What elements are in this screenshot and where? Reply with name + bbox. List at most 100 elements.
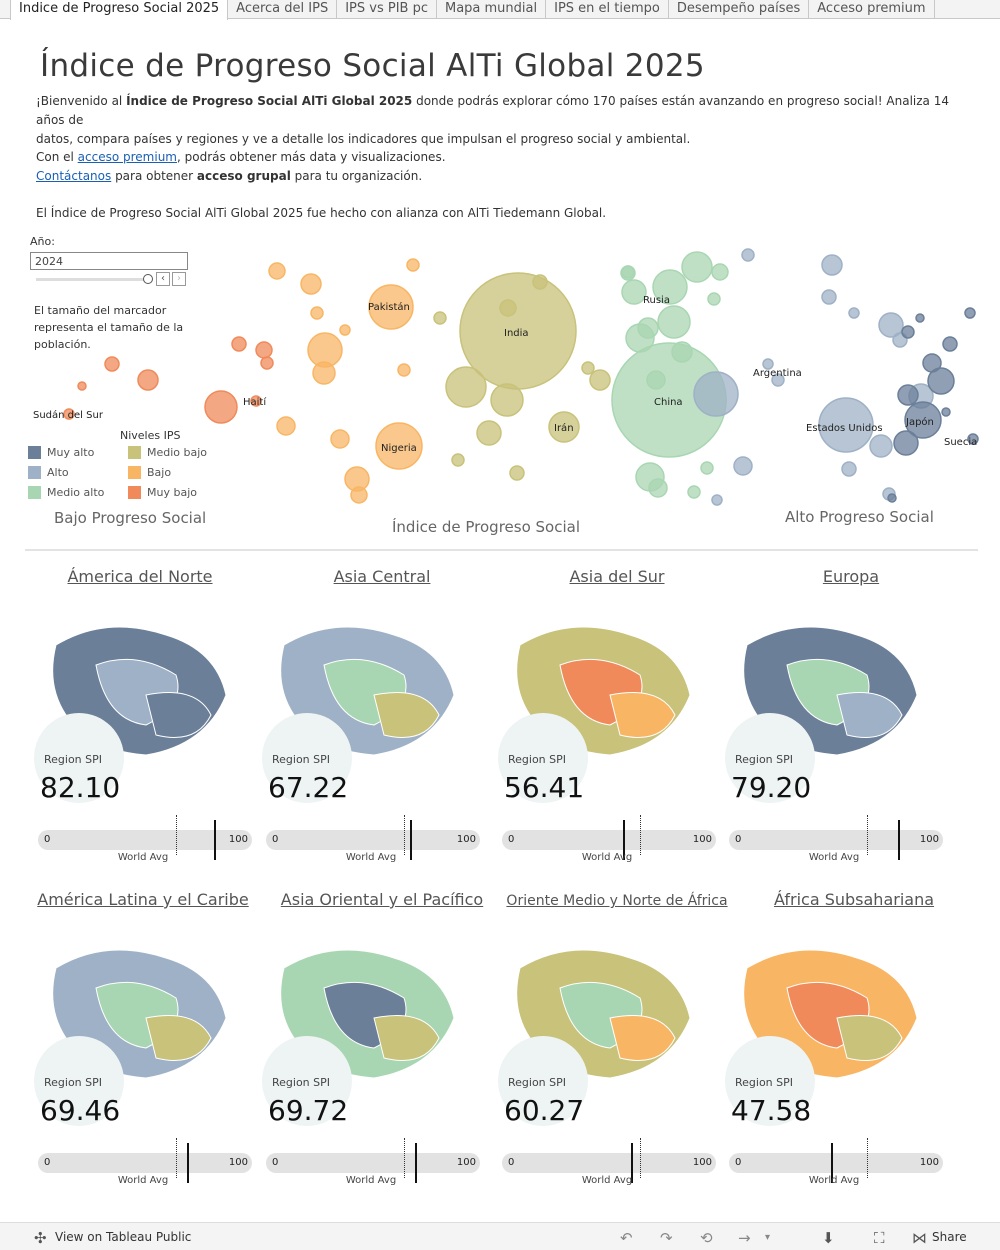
country-bubble[interactable] — [137, 369, 159, 391]
view-on-tableau-link[interactable]: View on Tableau Public — [55, 1230, 192, 1244]
country-bubble[interactable] — [231, 336, 247, 352]
country-shape[interactable] — [609, 1015, 676, 1061]
refresh-icon[interactable]: → — [738, 1229, 751, 1247]
country-shape[interactable] — [145, 1015, 212, 1061]
country-bubble[interactable] — [671, 341, 693, 363]
share-button[interactable]: Share — [932, 1230, 967, 1244]
country-bubble[interactable] — [532, 274, 548, 290]
next-year-button[interactable]: › — [172, 272, 186, 286]
country-bubble[interactable] — [339, 324, 351, 336]
region-title[interactable]: Oriente Medio y Norte de África — [506, 893, 728, 909]
tab-ips-vs-pib[interactable]: IPS vs PIB pc — [337, 0, 437, 18]
download-icon[interactable]: ⬇ — [822, 1229, 835, 1247]
country-bubble[interactable] — [693, 371, 739, 417]
redo-icon[interactable]: ↷ — [660, 1229, 673, 1247]
region-spi-marker[interactable] — [630, 1143, 633, 1183]
country-bubble[interactable] — [733, 456, 753, 476]
country-bubble[interactable] — [433, 311, 447, 325]
country-bubble[interactable] — [893, 430, 919, 456]
country-bubble[interactable] — [589, 369, 611, 391]
tab-acerca[interactable]: Acerca del IPS — [228, 0, 338, 18]
region-spi-marker[interactable] — [415, 1143, 418, 1183]
prev-year-button[interactable]: ‹ — [156, 272, 170, 286]
country-bubble[interactable] — [621, 265, 635, 279]
region-spi-marker[interactable] — [409, 820, 412, 860]
country-bubble[interactable] — [63, 408, 75, 420]
tab-tiempo[interactable]: IPS en el tiempo — [546, 0, 669, 18]
country-bubble[interactable] — [941, 407, 951, 417]
country-bubble[interactable] — [648, 478, 668, 498]
country-bubble[interactable] — [904, 401, 942, 439]
country-bubble[interactable] — [681, 251, 713, 283]
country-bubble[interactable] — [887, 493, 897, 503]
premium-link[interactable]: acceso premium — [77, 150, 177, 164]
spi-bar[interactable]: 0 100 — [38, 830, 252, 850]
country-bubble[interactable] — [707, 292, 721, 306]
bubble-group[interactable] — [63, 248, 979, 506]
country-bubble[interactable] — [711, 494, 723, 506]
country-bubble[interactable] — [509, 465, 525, 481]
country-bubble[interactable] — [406, 258, 420, 272]
undo-icon[interactable]: ↶ — [620, 1229, 633, 1247]
country-bubble[interactable] — [897, 384, 919, 406]
country-bubble[interactable] — [625, 323, 655, 353]
year-input[interactable]: 2024 — [30, 252, 188, 270]
country-bubble[interactable] — [652, 269, 688, 305]
country-bubble[interactable] — [330, 429, 350, 449]
country-bubble[interactable] — [104, 356, 120, 372]
region-title[interactable]: Asia del Sur — [569, 567, 665, 586]
country-bubble[interactable] — [762, 358, 774, 370]
country-bubble[interactable] — [818, 397, 874, 453]
country-shape[interactable] — [373, 1015, 440, 1061]
legend-item-medio-alto[interactable]: Medio alto — [28, 486, 104, 499]
country-bubble[interactable] — [841, 461, 857, 477]
legend-item-bajo[interactable]: Bajo — [128, 466, 171, 479]
spi-bar[interactable]: 0 100 — [266, 1153, 480, 1173]
country-bubble[interactable] — [771, 373, 785, 387]
country-bubble[interactable] — [250, 395, 262, 407]
country-bubble[interactable] — [445, 366, 487, 408]
revert-icon[interactable]: ⟲ — [700, 1229, 713, 1247]
country-bubble[interactable] — [646, 370, 666, 390]
country-bubble[interactable] — [700, 461, 714, 475]
fullscreen-icon[interactable]: ⛶ — [874, 1229, 885, 1247]
country-bubble[interactable] — [741, 248, 755, 262]
legend-item-alto[interactable]: Alto — [28, 466, 69, 479]
region-title[interactable]: Europa — [822, 567, 880, 586]
country-bubble[interactable] — [915, 313, 925, 323]
country-bubble[interactable] — [964, 307, 976, 319]
country-bubble[interactable] — [77, 381, 87, 391]
region-spi-marker[interactable] — [898, 820, 901, 860]
spi-bar[interactable]: 0 100 — [729, 830, 943, 850]
country-bubble[interactable] — [821, 254, 843, 276]
country-bubble[interactable] — [451, 453, 465, 467]
country-bubble[interactable] — [276, 416, 296, 436]
chevron-down-icon[interactable]: ▾ — [765, 1232, 771, 1243]
region-title[interactable]: América Latina y el Caribe — [37, 890, 249, 909]
country-bubble[interactable] — [901, 325, 915, 339]
country-shape[interactable] — [609, 692, 676, 738]
spi-bar[interactable]: 0 100 — [266, 830, 480, 850]
country-bubble[interactable] — [375, 422, 423, 470]
country-bubble[interactable] — [548, 411, 580, 443]
country-bubble[interactable] — [581, 361, 595, 375]
country-bubble[interactable] — [310, 306, 324, 320]
country-bubble[interactable] — [350, 486, 368, 504]
country-bubble[interactable] — [711, 263, 729, 281]
year-slider[interactable] — [36, 278, 148, 281]
country-bubble[interactable] — [499, 299, 517, 317]
country-bubble[interactable] — [869, 434, 893, 458]
country-bubble[interactable] — [687, 485, 701, 499]
country-shape[interactable] — [836, 1015, 903, 1061]
country-shape[interactable] — [836, 692, 903, 738]
share-icon[interactable]: ⋈ — [912, 1229, 927, 1247]
country-bubble[interactable] — [848, 307, 860, 319]
region-spi-marker[interactable] — [830, 1143, 833, 1183]
tab-mapa[interactable]: Mapa mundial — [437, 0, 547, 18]
region-title[interactable]: Ámerica del Norte — [67, 567, 213, 586]
spi-bar[interactable]: 0 100 — [729, 1153, 943, 1173]
legend-item-muy-alto[interactable]: Muy alto — [28, 446, 94, 459]
region-spi-marker[interactable] — [622, 820, 625, 860]
spi-bar[interactable]: 0 100 — [502, 1153, 716, 1173]
country-bubble[interactable] — [927, 367, 955, 395]
